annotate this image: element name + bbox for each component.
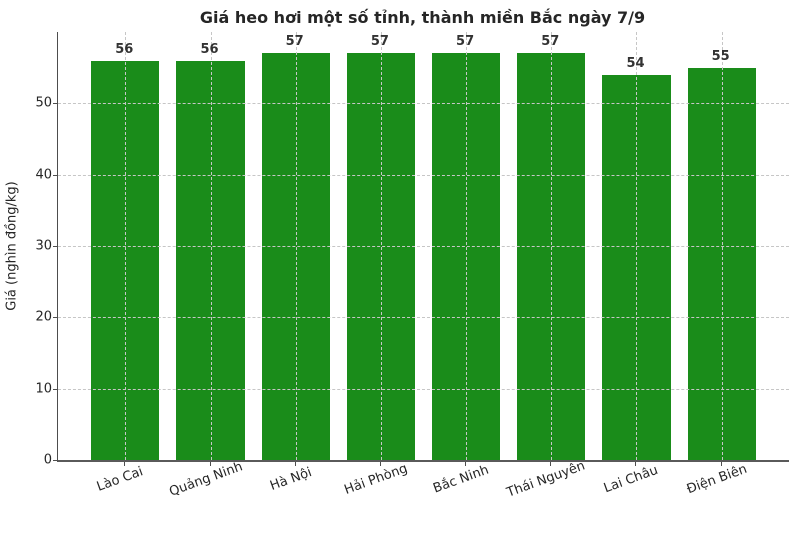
y-tick-mark	[53, 317, 57, 319]
x-tick-mark	[124, 462, 126, 466]
bar-value-label: 57	[370, 34, 389, 50]
y-tick-mark	[53, 246, 57, 247]
x-gridline	[295, 32, 297, 460]
y-tick-mark	[53, 388, 57, 390]
x-tick-mark	[379, 462, 381, 466]
x-tick-label: Thái Nguyên	[505, 458, 588, 501]
x-tick-mark	[465, 462, 467, 466]
x-tick-label: Lào Cai	[95, 464, 146, 495]
bar-value-label: 57	[456, 34, 475, 50]
bar-value-label: 55	[711, 48, 730, 64]
y-tick-label: 20	[35, 309, 52, 325]
y-tick-mark	[53, 460, 57, 461]
x-gridline	[380, 32, 382, 460]
y-tick-mark	[53, 103, 57, 105]
x-tick-label: Hà Nội	[267, 465, 314, 494]
y-axis-label: Giá (nghìn đồng/kg)	[4, 181, 20, 311]
chart-title: Giá heo hơi một số tỉnh, thành miền Bắc …	[199, 8, 646, 27]
y-tick-label: 50	[35, 95, 52, 111]
y-gridline	[58, 103, 789, 105]
x-gridline	[721, 32, 723, 460]
x-tick-mark	[635, 462, 637, 466]
x-tick-label: Hải Phòng	[342, 461, 410, 498]
y-gridline	[58, 317, 789, 319]
x-gridline	[466, 32, 468, 460]
bar-value-label: 57	[285, 34, 304, 50]
y-tick-mark	[53, 174, 57, 176]
x-gridline	[551, 32, 553, 460]
y-tick-label: 40	[35, 167, 52, 183]
bar-value-label: 57	[541, 34, 560, 50]
x-tick-label: Quảng Ninh	[166, 459, 245, 500]
bar	[517, 53, 586, 460]
x-gridline	[125, 32, 127, 460]
x-gridline	[636, 32, 638, 460]
y-gridline	[58, 174, 789, 176]
x-gridline	[210, 32, 212, 460]
x-tick-mark	[294, 462, 296, 466]
x-tick-mark	[209, 462, 211, 466]
y-tick-label: 0	[43, 452, 52, 468]
x-tick-mark	[550, 462, 552, 466]
bar-value-label: 54	[626, 55, 645, 71]
bar-value-label: 56	[115, 41, 134, 57]
plot-area	[57, 32, 789, 462]
x-tick-mark	[720, 462, 722, 466]
y-gridline	[58, 246, 789, 247]
x-tick-label: Lai Châu	[602, 462, 661, 497]
x-tick-label: Bắc Ninh	[431, 462, 491, 497]
y-tick-label: 30	[35, 238, 52, 254]
y-gridline	[58, 388, 789, 390]
x-tick-label: Điện Biên	[684, 461, 749, 498]
bar-value-label: 56	[200, 41, 219, 57]
y-tick-label: 10	[35, 381, 52, 397]
